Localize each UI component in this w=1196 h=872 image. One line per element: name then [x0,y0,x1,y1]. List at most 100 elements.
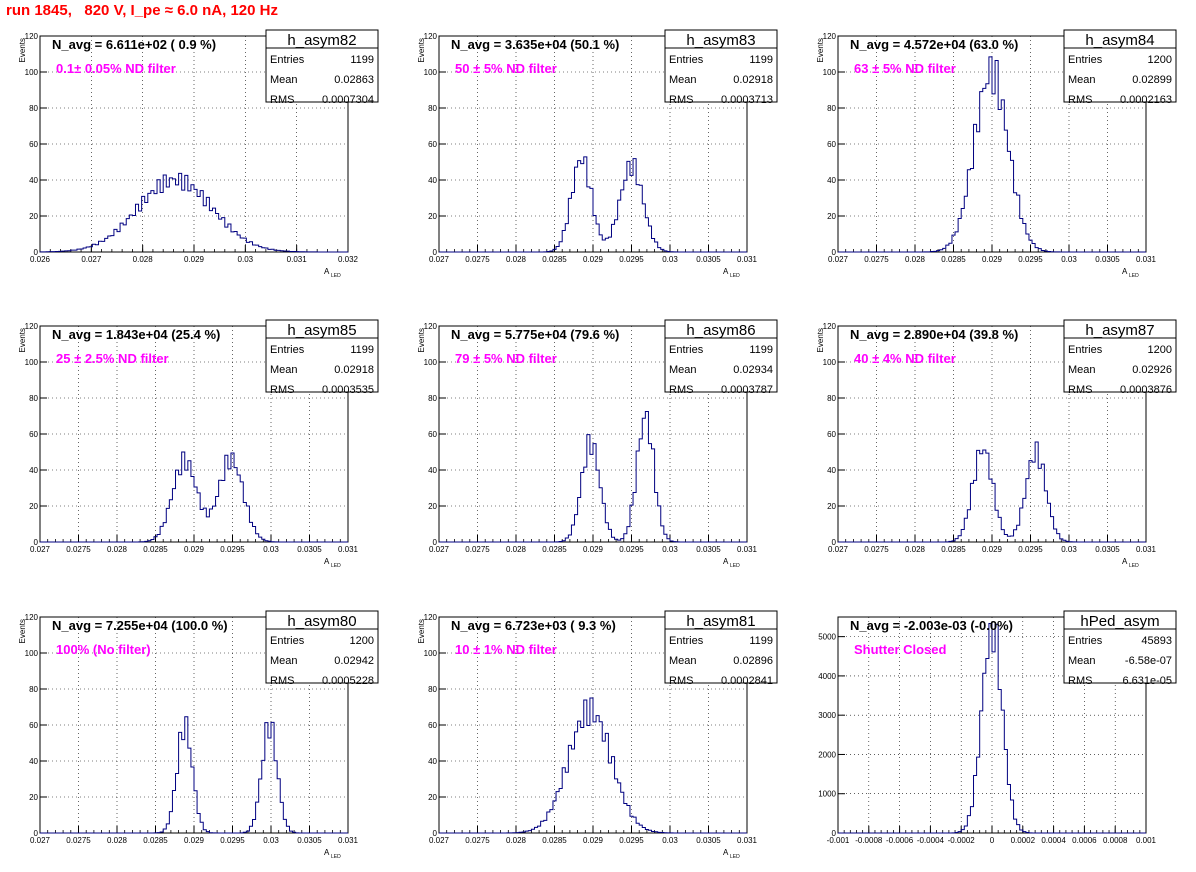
y-tick-label: 60 [827,140,836,149]
x-tick-label: 0.0305 [297,836,322,845]
stats-value-entries: 1199 [350,54,374,66]
stats-label-entries: Entries [270,344,305,356]
stats-value-rms: 0.0003787 [721,384,773,396]
x-tick-label: 0.0275 [465,255,490,264]
stats-value-mean: 0.02896 [733,655,773,667]
y-tick-label: 40 [428,757,437,766]
x-tick-label: 0.0275 [66,545,91,554]
y-tick-label: 100 [823,358,837,367]
stats-value-rms: 0.0002163 [1120,94,1172,106]
stats-label-rms: RMS [1068,94,1092,106]
y-tick-label: 3000 [818,711,836,720]
stats-box: h_asym80 Entries 1200 Mean 0.02942 RMS 0.00052… [265,610,379,687]
x-tick-label: 0.0275 [465,836,490,845]
stats-value-rms: 0.0007304 [322,94,374,106]
y-tick-label: 40 [827,176,836,185]
stats-label-rms: RMS [669,94,693,106]
histogram-name: h_asym87 [1085,322,1154,339]
x-tick-label: 0.0295 [619,545,644,554]
histogram-trace [439,697,747,834]
histogram-name: hPed_asym [1080,613,1159,630]
histogram-trace [838,622,1146,834]
x-tick-label: 0.031 [287,255,308,264]
histogram-panel-h_asym87: 0.027 0.0275 0.028 0.0285 0.029 0.0295 0.03 0.0… [816,319,1177,569]
y-tick-label: 5000 [818,633,836,642]
x-tick-label: 0.031 [1136,255,1157,264]
x-tick-label: 0.03 [662,255,678,264]
y-axis-label: Events [18,328,27,352]
x-tick-label: 0.0305 [696,545,721,554]
x-tick-label: 0.0295 [1018,545,1043,554]
x-tick-label: 0.0285 [941,545,966,554]
x-tick-label: 0.028 [107,545,128,554]
x-tick-label: 0.028 [506,255,527,264]
stats-value-entries: 1200 [1148,344,1172,356]
x-tick-label: 0.03 [238,255,254,264]
x-tick-label: 0.0295 [220,836,245,845]
x-tick-label: 0.028 [107,836,128,845]
histogram-panel-hPed_asym: -0.001 -0.0008 -0.0006 -0.0004 -0.0002 0 0.000… [818,610,1177,845]
histogram-panel-h_asym81: 0.027 0.0275 0.028 0.0285 0.029 0.0295 0.03 0.0… [417,610,778,860]
stats-label-mean: Mean [270,364,298,376]
x-tick-label: 0.028 [905,545,926,554]
x-tick-label: 0.0285 [542,836,567,845]
y-tick-label: 120 [823,322,837,331]
y-tick-label: 60 [827,430,836,439]
histogram-trace [838,441,1146,543]
x-tick-label: 0.028 [506,836,527,845]
stats-value-rms: 0.0003713 [721,94,773,106]
x-tick-label: -0.0004 [917,836,945,845]
stats-box: h_asym86 Entries 1199 Mean 0.02934 RMS 0.00037… [664,319,778,396]
stats-label-rms: RMS [270,94,294,106]
x-tick-label: 0.0285 [143,545,168,554]
x-axis-label-subscript: LED [1129,273,1139,279]
x-tick-label: 0.0305 [696,255,721,264]
x-tick-label: 0.0285 [143,836,168,845]
y-tick-label: 100 [424,358,438,367]
x-axis-label-subscript: LED [730,563,740,569]
stats-label-mean: Mean [1068,655,1096,667]
x-tick-label: 0.03 [263,836,279,845]
navg-text: N_avg = 4.572e+04 (63.0 %) [850,37,1018,52]
y-tick-label: 4000 [818,672,836,681]
x-tick-label: 0.027 [429,836,450,845]
stats-box: h_asym82 Entries 1199 Mean 0.02863 RMS 0.00073… [265,29,379,106]
x-tick-label: 0.0004 [1041,836,1066,845]
x-tick-label: 0.031 [737,545,758,554]
x-tick-label: 0.031 [737,255,758,264]
stats-box-frame [664,610,778,684]
stats-value-mean: 0.02918 [334,364,374,376]
y-tick-label: 40 [428,466,437,475]
stats-label-mean: Mean [669,74,697,86]
stats-label-rms: RMS [270,384,294,396]
y-axis-label: Events [816,38,825,62]
filter-note: 63 ± 5% ND filter [854,61,956,76]
x-tick-label: 0.001 [1136,836,1157,845]
histogram-name: h_asym86 [686,322,755,339]
x-axis-label-subscript: LED [331,563,341,569]
x-axis-label-subscript: LED [331,273,341,279]
x-tick-label: 0.0285 [941,255,966,264]
x-tick-label: 0.0285 [542,255,567,264]
y-tick-label: 1000 [818,790,836,799]
y-tick-label: 80 [29,104,38,113]
x-tick-label: 0.027 [30,836,51,845]
histogram-trace [40,716,348,834]
x-tick-label: 0.029 [583,255,604,264]
histogram-panel-h_asym80: 0.027 0.0275 0.028 0.0285 0.029 0.0295 0.03 0.0… [18,610,379,860]
y-tick-label: 120 [424,32,438,41]
y-tick-label: 100 [25,649,39,658]
histogram-trace [439,156,747,253]
y-tick-label: 20 [428,212,437,221]
y-tick-label: 80 [827,104,836,113]
x-tick-label: 0.03 [1061,545,1077,554]
x-tick-label: 0.0295 [220,545,245,554]
y-tick-label: 20 [827,502,836,511]
y-tick-label: 0 [832,538,837,547]
stats-value-mean: 0.02863 [334,74,374,86]
y-tick-label: 80 [428,394,437,403]
x-tick-label: 0.0006 [1072,836,1097,845]
stats-box: hPed_asym Entries 45893 Mean -6.58e-07 RMS 6.6… [1063,610,1177,687]
y-tick-label: 40 [29,466,38,475]
